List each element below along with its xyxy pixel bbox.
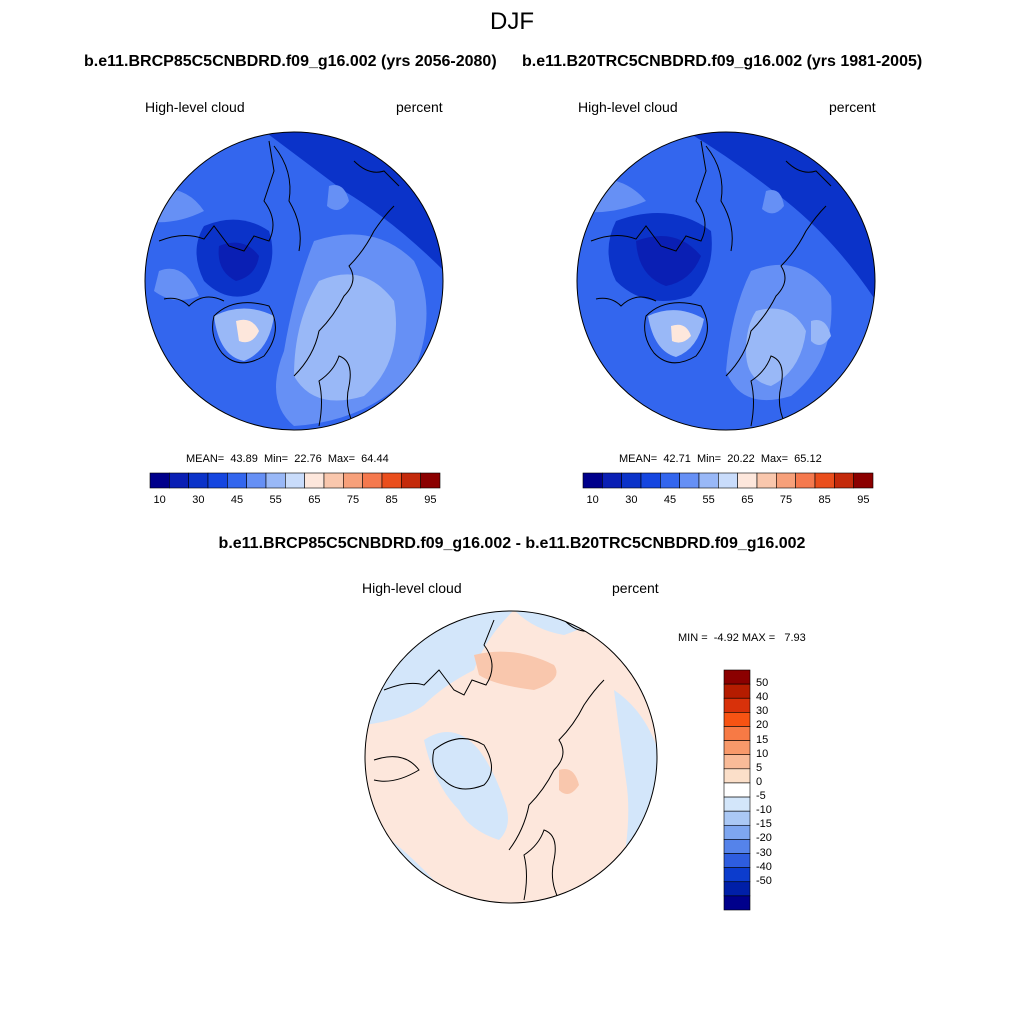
colorbar-tick-label: 95 bbox=[424, 494, 437, 506]
colorbar-swatch bbox=[381, 472, 402, 489]
colorbar-swatch bbox=[679, 472, 700, 489]
colorbar-tick-label: 85 bbox=[818, 494, 831, 506]
colorbar-swatch bbox=[795, 472, 816, 489]
colorbar-tick-label: 15 bbox=[756, 733, 769, 746]
colorbar-tick-label: 5 bbox=[756, 761, 763, 774]
colorbar-swatch bbox=[304, 472, 325, 489]
diff-heading: b.e11.BRCP85C5CNBDRD.f09_g16.002 - b.e11… bbox=[218, 535, 806, 552]
colorbar-swatch bbox=[723, 839, 751, 854]
colorbar-swatch bbox=[723, 726, 751, 741]
colorbar-tick-label: -15 bbox=[756, 818, 772, 831]
colorbar-tick-label: 30 bbox=[756, 705, 769, 718]
colorbar-swatch bbox=[621, 472, 642, 489]
colorbar-swatch bbox=[834, 472, 854, 489]
colorbar-swatch bbox=[737, 472, 758, 489]
colorbar-swatch bbox=[723, 895, 751, 911]
colorbar-tick-label: 65 bbox=[741, 494, 754, 506]
colorbar-swatch bbox=[660, 472, 680, 489]
panel-left-stats: MEAN= 43.89 Min= 22.76 Max= 64.44 bbox=[186, 453, 389, 465]
colorbar-tick-label: 75 bbox=[779, 494, 793, 506]
colorbar-swatch bbox=[723, 683, 751, 699]
colorbar-swatch bbox=[169, 472, 189, 489]
colorbar-swatch bbox=[285, 472, 305, 489]
colorbar-swatch bbox=[723, 824, 751, 840]
colorbar-difference bbox=[723, 669, 751, 911]
colorbar-swatch bbox=[602, 472, 622, 489]
map-difference bbox=[364, 610, 658, 904]
colorbar-swatch bbox=[723, 881, 751, 897]
panel-right-variable: High-level cloud bbox=[578, 99, 678, 115]
colorbar-swatch bbox=[362, 472, 383, 489]
colorbar-tick-label: 30 bbox=[625, 494, 638, 506]
colorbar-tick-label: 10 bbox=[756, 747, 769, 760]
colorbar-swatch bbox=[814, 472, 835, 489]
colorbar-tick-label: -10 bbox=[756, 804, 772, 817]
colorbar-swatch bbox=[853, 472, 874, 489]
colorbar-tick-label: 30 bbox=[192, 494, 205, 506]
colorbar-swatch bbox=[718, 472, 738, 489]
colorbar-swatch bbox=[723, 712, 751, 727]
colorbar-swatch bbox=[776, 472, 796, 489]
colorbar-tick-label: 50 bbox=[756, 677, 769, 690]
panel-left-heading: b.e11.BRCP85C5CNBDRD.f09_g16.002 (yrs 20… bbox=[84, 53, 497, 70]
colorbar-swatch bbox=[343, 472, 363, 489]
colorbar-swatch bbox=[698, 472, 719, 489]
colorbar-swatch bbox=[723, 782, 751, 798]
panel-left-units: percent bbox=[396, 99, 443, 115]
colorbar-tick-label: -50 bbox=[756, 874, 772, 887]
colorbar-tick-label: 20 bbox=[756, 719, 769, 732]
colorbar-tick-label: 55 bbox=[269, 494, 282, 506]
diff-stats: MIN = -4.92 MAX = 7.93 bbox=[678, 632, 806, 644]
page-title: DJF bbox=[490, 8, 534, 35]
colorbar-tick-label: -5 bbox=[756, 790, 766, 803]
colorbar-swatch bbox=[756, 472, 777, 489]
colorbar-tick-label: 10 bbox=[586, 494, 599, 506]
colorbar-swatch bbox=[246, 472, 267, 489]
colorbar-swatch bbox=[723, 810, 751, 826]
colorbar-swatch bbox=[207, 472, 228, 489]
diff-units: percent bbox=[612, 580, 659, 596]
colorbar-left bbox=[149, 472, 441, 489]
colorbar-swatch bbox=[723, 867, 751, 883]
colorbar-tick-label: -20 bbox=[756, 832, 772, 845]
map-right bbox=[576, 131, 876, 431]
colorbar-tick-label: 0 bbox=[756, 775, 763, 788]
panel-left-variable: High-level cloud bbox=[145, 99, 245, 115]
colorbar-tick-label: 95 bbox=[857, 494, 870, 506]
colorbar-swatch bbox=[640, 472, 661, 489]
colorbar-tick-label: 45 bbox=[663, 494, 677, 506]
colorbar-swatch bbox=[723, 768, 751, 784]
map-left bbox=[144, 131, 444, 431]
colorbar-swatch bbox=[188, 472, 209, 489]
colorbar-tick-label: -30 bbox=[756, 846, 772, 859]
colorbar-swatch bbox=[723, 740, 751, 756]
colorbar-tick-label: 45 bbox=[230, 494, 244, 506]
colorbar-tick-label: 85 bbox=[385, 494, 398, 506]
colorbar-right bbox=[582, 472, 874, 489]
colorbar-swatch bbox=[323, 472, 344, 489]
colorbar-tick-label: -40 bbox=[756, 860, 772, 873]
colorbar-swatch bbox=[401, 472, 421, 489]
colorbar-swatch bbox=[723, 754, 751, 770]
colorbar-swatch bbox=[723, 796, 751, 812]
colorbar-swatch bbox=[582, 472, 603, 489]
colorbar-swatch bbox=[723, 697, 751, 713]
colorbar-swatch bbox=[265, 472, 286, 489]
panel-right-heading: b.e11.B20TRC5CNBDRD.f09_g16.002 (yrs 198… bbox=[522, 53, 923, 70]
colorbar-tick-label: 65 bbox=[308, 494, 321, 506]
panel-right-stats: MEAN= 42.71 Min= 20.22 Max= 65.12 bbox=[619, 453, 822, 465]
colorbar-tick-label: 75 bbox=[346, 494, 360, 506]
colorbar-swatch bbox=[227, 472, 247, 489]
colorbar-tick-label: 40 bbox=[756, 691, 769, 704]
colorbar-swatch bbox=[149, 472, 170, 489]
colorbar-tick-label: 10 bbox=[153, 494, 166, 506]
colorbar-swatch bbox=[723, 853, 751, 868]
panel-right-units: percent bbox=[829, 99, 876, 115]
colorbar-tick-label: 55 bbox=[702, 494, 715, 506]
diff-variable: High-level cloud bbox=[362, 580, 462, 596]
colorbar-swatch bbox=[420, 472, 441, 489]
colorbar-swatch bbox=[723, 669, 751, 685]
